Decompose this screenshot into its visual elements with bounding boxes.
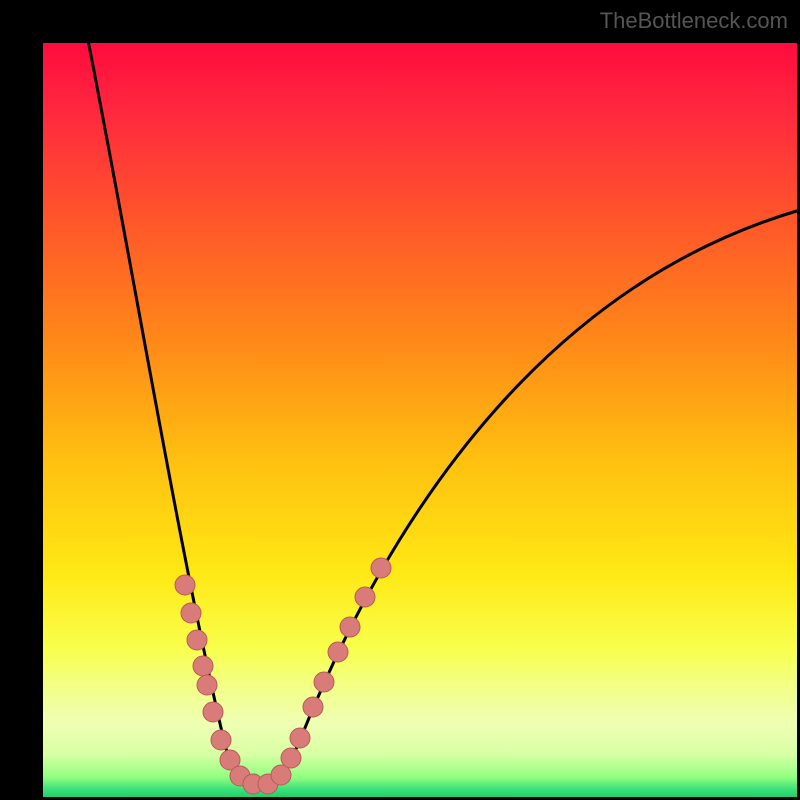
data-marker <box>281 748 301 768</box>
data-marker <box>340 617 360 637</box>
data-marker <box>290 728 310 748</box>
data-marker <box>193 656 213 676</box>
data-marker <box>328 642 348 662</box>
plot-background <box>40 40 800 800</box>
data-marker <box>203 702 223 722</box>
plot-area <box>40 40 800 800</box>
data-marker <box>197 675 217 695</box>
data-marker <box>303 697 323 717</box>
data-marker <box>355 587 375 607</box>
data-marker <box>181 603 201 623</box>
bottleneck-chart: TheBottleneck.com <box>0 0 800 800</box>
data-marker <box>211 730 231 750</box>
data-marker <box>175 575 195 595</box>
data-marker <box>187 630 207 650</box>
attribution-text: TheBottleneck.com <box>600 8 788 33</box>
data-marker <box>314 672 334 692</box>
data-marker <box>371 558 391 578</box>
